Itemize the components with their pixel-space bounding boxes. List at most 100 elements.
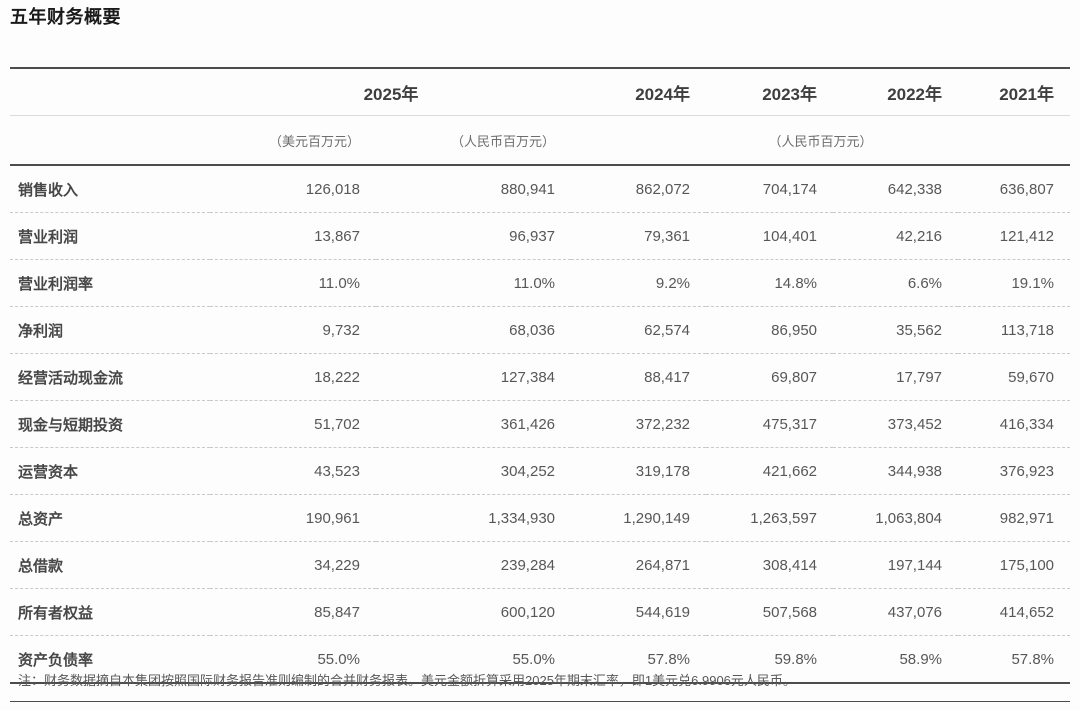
cell-value: 59,670 [958,353,1071,401]
cell-value: 11.0% [376,259,572,307]
year-header-row: 2025年 2024年 2023年 2022年 2021年 [10,67,1071,116]
cell-value: 18,222 [210,353,376,401]
cell-value: 197,144 [833,541,959,589]
table-row-total-borrowings: 总借款 34,229 239,284 264,871 308,414 197,1… [10,541,1071,589]
row-label: 资产负债率 [10,635,210,684]
cell-value: 1,063,804 [833,494,959,542]
cell-value: 79,361 [571,212,707,260]
cell-value: 42,216 [833,212,959,260]
cell-value: 68,036 [376,306,572,354]
cell-value: 1,263,597 [706,494,834,542]
table-row-working-capital: 运营资本 43,523 304,252 319,178 421,662 344,… [10,447,1071,495]
cell-value: 35,562 [833,306,959,354]
cell-value: 372,232 [571,400,707,448]
cell-value: 19.1% [958,259,1071,307]
cell-value: 704,174 [706,165,834,213]
cell-value: 475,317 [706,400,834,448]
row-label: 经营活动现金流 [10,353,210,401]
cell-value: 104,401 [706,212,834,260]
cell-value: 175,100 [958,541,1071,589]
unit-rmb-millions-2025: （人民币百万元） [376,115,572,166]
cell-value: 6.6% [833,259,959,307]
cell-value: 507,568 [706,588,834,636]
row-label: 营业利润 [10,212,210,260]
five-year-financial-table: 2025年 2024年 2023年 2022年 2021年 （美元百万元） （人… [10,67,1071,684]
year-header-2022: 2022年 [833,67,959,116]
unit-usd-millions: （美元百万元） [210,115,376,166]
cell-value: 51,702 [210,400,376,448]
table-row-cash-short-term-investments: 现金与短期投资 51,702 361,426 372,232 475,317 3… [10,400,1071,448]
cell-value: 1,334,930 [376,494,572,542]
cell-value: 11.0% [210,259,376,307]
cell-value: 127,384 [376,353,572,401]
cell-value: 86,950 [706,306,834,354]
cell-value: 264,871 [571,541,707,589]
year-header-2023: 2023年 [706,67,834,116]
cell-value: 319,178 [571,447,707,495]
cell-value: 121,412 [958,212,1071,260]
row-label: 营业利润率 [10,259,210,307]
cell-value: 58.9% [833,635,959,684]
cell-value: 14.8% [706,259,834,307]
row-label: 所有者权益 [10,588,210,636]
cell-value: 69,807 [706,353,834,401]
table-row-net-profit: 净利润 9,732 68,036 62,574 86,950 35,562 11… [10,306,1071,354]
cell-value: 9.2% [571,259,707,307]
row-label: 总资产 [10,494,210,542]
cell-value: 636,807 [958,165,1071,213]
cell-value: 55.0% [210,635,376,684]
cell-value: 414,652 [958,588,1071,636]
cell-value: 982,971 [958,494,1071,542]
cell-value: 88,417 [571,353,707,401]
table-row-owners-equity: 所有者权益 85,847 600,120 544,619 507,568 437… [10,588,1071,636]
year-header-2021: 2021年 [958,67,1071,116]
cell-value: 55.0% [376,635,572,684]
cell-value: 57.8% [571,635,707,684]
table-row-operating-cash-flow: 经营活动现金流 18,222 127,384 88,417 69,807 17,… [10,353,1071,401]
cell-value: 62,574 [571,306,707,354]
cell-value: 642,338 [833,165,959,213]
cell-value: 9,732 [210,306,376,354]
cell-value: 862,072 [571,165,707,213]
cell-value: 600,120 [376,588,572,636]
cell-value: 376,923 [958,447,1071,495]
cell-value: 126,018 [210,165,376,213]
table-row-total-assets: 总资产 190,961 1,334,930 1,290,149 1,263,59… [10,494,1071,542]
cell-value: 373,452 [833,400,959,448]
table-row-operating-profit: 营业利润 13,867 96,937 79,361 104,401 42,216… [10,212,1071,260]
cell-value: 308,414 [706,541,834,589]
page-title: 五年财务概要 [10,7,121,27]
cell-value: 59.8% [706,635,834,684]
cell-value: 344,938 [833,447,959,495]
cell-value: 416,334 [958,400,1071,448]
unit-rmb-millions-2021-2024: （人民币百万元） [571,115,1071,166]
cell-value: 421,662 [706,447,834,495]
cell-value: 96,937 [376,212,572,260]
row-label: 销售收入 [10,165,210,213]
row-label: 现金与短期投资 [10,400,210,448]
cell-value: 880,941 [376,165,572,213]
cell-value: 113,718 [958,306,1071,354]
cell-value: 361,426 [376,400,572,448]
cell-value: 437,076 [833,588,959,636]
cell-value: 190,961 [210,494,376,542]
row-label: 净利润 [10,306,210,354]
row-label: 运营资本 [10,447,210,495]
unit-header-row: （美元百万元） （人民币百万元） （人民币百万元） [10,115,1071,166]
cell-value: 17,797 [833,353,959,401]
year-header-2025: 2025年 [210,67,572,116]
footnote: 注：财务数据摘自本集团按照国际财务报告准则编制的合并财务报表。美元金额折算采用2… [10,658,1070,702]
table-row-debt-ratio: 资产负债率 55.0% 55.0% 57.8% 59.8% 58.9% 57.8… [10,635,1071,684]
table-row-operating-margin: 营业利润率 11.0% 11.0% 9.2% 14.8% 6.6% 19.1% [10,259,1071,307]
cell-value: 57.8% [958,635,1071,684]
cell-value: 34,229 [210,541,376,589]
cell-value: 43,523 [210,447,376,495]
table-row-revenue: 销售收入 126,018 880,941 862,072 704,174 642… [10,165,1071,213]
cell-value: 85,847 [210,588,376,636]
cell-value: 1,290,149 [571,494,707,542]
cell-value: 544,619 [571,588,707,636]
empty-unit-cell [10,115,210,166]
empty-header-cell [10,67,210,116]
row-label: 总借款 [10,541,210,589]
